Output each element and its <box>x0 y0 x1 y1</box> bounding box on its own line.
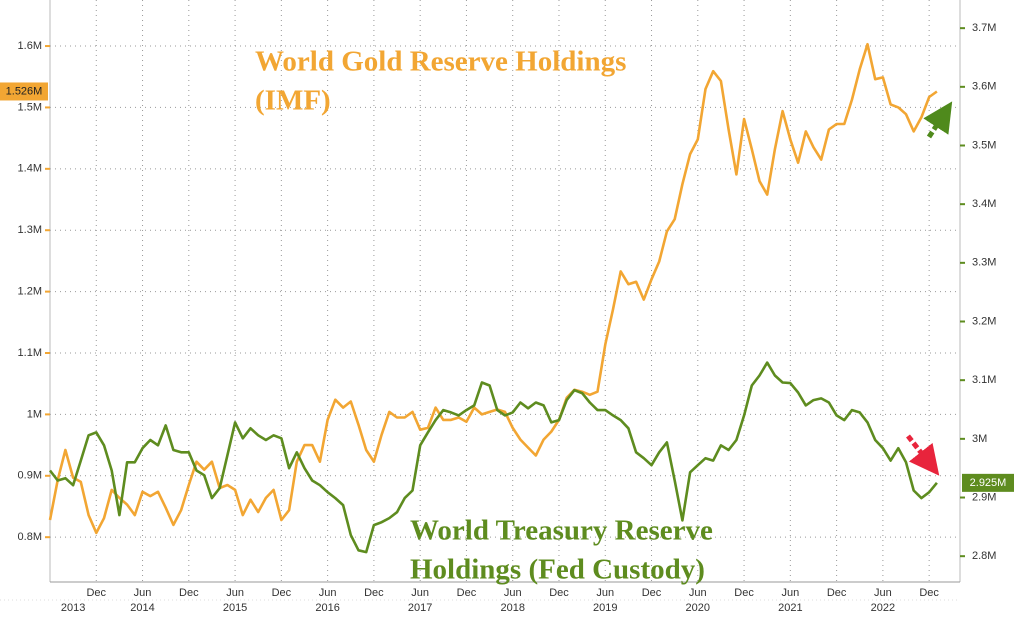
y2-tick-label: 3.6M <box>972 81 996 93</box>
year-label: 2021 <box>778 602 802 614</box>
year-label: 2016 <box>315 602 339 614</box>
x-tick-label: Jun <box>689 587 707 599</box>
x-tick-label: Dec <box>734 587 754 599</box>
x-tick-label: Jun <box>411 587 429 599</box>
x-tick-label: Jun <box>134 587 152 599</box>
y-tick-label: 0.8M <box>18 531 42 543</box>
y-tick-label: 0.9M <box>18 470 42 482</box>
x-tick-label: Jun <box>226 587 244 599</box>
x-tick-label: Dec <box>919 587 939 599</box>
x-tick-label: Jun <box>319 587 337 599</box>
y-tick-label: 1.6M <box>18 40 42 52</box>
series-annotation: World Gold Reserve Holdings <box>255 46 626 78</box>
y-tick-label: 1.5M <box>18 101 42 113</box>
grid <box>50 0 960 582</box>
x-tick-label: Jun <box>874 587 892 599</box>
year-label: 2014 <box>130 602 154 614</box>
y2-tick-label: 3.2M <box>972 315 996 327</box>
year-label: 2019 <box>593 602 617 614</box>
x-tick-label: Jun <box>781 587 799 599</box>
last-value-label: 2.925M <box>970 477 1007 489</box>
y-tick-label: 1.3M <box>18 224 42 236</box>
series-annotation: (IMF) <box>255 85 331 117</box>
y2-tick-label: 3.7M <box>972 22 996 34</box>
x-tick-label: Dec <box>272 587 292 599</box>
series-line <box>48 42 938 535</box>
x-tick-label: Jun <box>504 587 522 599</box>
x-tick-label: Dec <box>86 587 106 599</box>
year-label: 2022 <box>871 602 895 614</box>
series-annotation: Holdings (Fed Custody) <box>410 554 705 586</box>
year-label: 2020 <box>686 602 710 614</box>
y2-tick-label: 3.5M <box>972 139 996 151</box>
series-annotation: World Treasury Reserve <box>410 515 713 547</box>
year-label: 2013 <box>61 602 85 614</box>
y-tick-label: 1.1M <box>18 347 42 359</box>
y2-tick-label: 3.4M <box>972 198 996 210</box>
x-tick-label: Dec <box>364 587 384 599</box>
up-arrow <box>923 101 953 139</box>
last-value-box <box>962 473 1014 492</box>
year-label: 2018 <box>500 602 524 614</box>
x-tick-label: Dec <box>179 587 199 599</box>
y-tick-label: 1M <box>27 408 42 420</box>
last-value-box <box>0 82 48 101</box>
y-tick-label: 1.4M <box>18 163 42 175</box>
x-tick-label: Jun <box>596 587 614 599</box>
y-tick-label: 1.2M <box>18 286 42 298</box>
year-label: 2015 <box>223 602 247 614</box>
x-tick-label: Dec <box>549 587 569 599</box>
series-line <box>48 361 938 554</box>
x-tick-label: Dec <box>457 587 477 599</box>
y2-tick-label: 3M <box>972 433 987 445</box>
x-tick-label: Dec <box>642 587 662 599</box>
x-tick-label: Dec <box>827 587 847 599</box>
y2-tick-label: 2.8M <box>972 550 996 562</box>
down-arrow <box>906 434 940 476</box>
year-label: 2017 <box>408 602 432 614</box>
y2-tick-label: 2.9M <box>972 491 996 503</box>
last-value-label: 1.526M <box>6 85 43 97</box>
y2-tick-label: 3.1M <box>972 374 996 386</box>
y2-tick-label: 3.3M <box>972 257 996 269</box>
